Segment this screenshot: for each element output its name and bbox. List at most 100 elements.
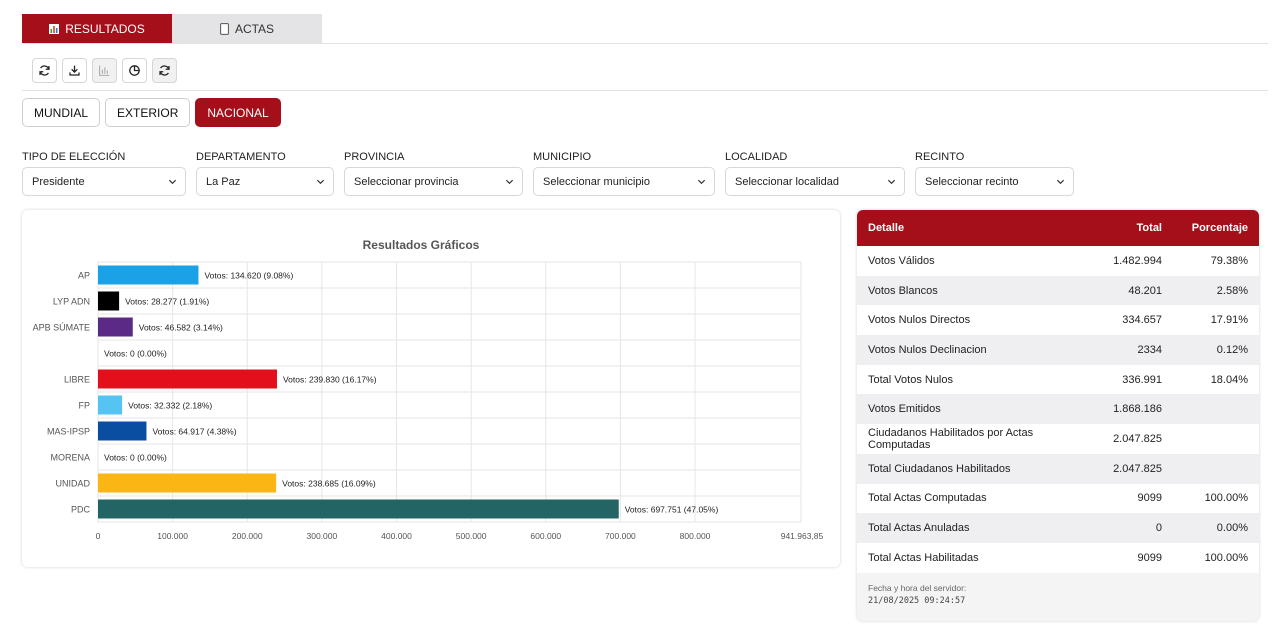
select-value: La Paz: [206, 175, 241, 188]
chevron-down-icon: [887, 179, 896, 185]
row-porcentaje: 18.04%: [1210, 373, 1248, 386]
tab-resultados[interactable]: RESULTADOS: [22, 14, 172, 43]
download-icon: [69, 65, 80, 76]
x-tick-label: 500.000: [456, 531, 487, 541]
recinto-select[interactable]: Seleccionar recinto: [915, 167, 1074, 196]
select-value: Seleccionar municipio: [543, 175, 650, 188]
table-row: Total Actas Anuladas 0 0.00%: [857, 513, 1259, 543]
tipo-eleccion-select[interactable]: Presidente: [22, 167, 186, 196]
toolbar-divider: [22, 90, 1268, 91]
reload-button[interactable]: [152, 58, 177, 83]
row-porcentaje: 0.12%: [1216, 343, 1248, 356]
departamento-select[interactable]: La Paz: [196, 167, 334, 196]
filter-recinto: RECINTO Seleccionar recinto: [915, 151, 1074, 196]
table-row: Votos Nulos Directos 334.657 17.91%: [857, 305, 1259, 336]
row-detalle: Total Actas Habilitadas: [868, 551, 979, 564]
row-total: 1.482.994: [1113, 254, 1162, 267]
row-porcentaje: 100.00%: [1204, 551, 1248, 564]
refresh-icon: [39, 65, 50, 76]
tab-actas[interactable]: ACTAS: [172, 14, 322, 43]
main-tabs: RESULTADOS ACTAS: [22, 14, 322, 43]
bar: [98, 499, 619, 519]
row-detalle: Votos Blancos: [868, 284, 938, 297]
data-label: Votos: 0 (0.00%): [104, 453, 167, 463]
refresh-icon: [159, 65, 170, 76]
pie-chart-icon: [129, 65, 140, 76]
filter-departamento: DEPARTAMENTO La Paz: [196, 151, 334, 196]
row-detalle: Votos Emitidos: [868, 403, 941, 416]
table-row: Total Actas Habilitadas 9099 100.00%: [857, 542, 1259, 573]
document-icon: [220, 22, 229, 35]
category-label: MAS-IPSP: [47, 427, 90, 437]
row-porcentaje: 79.38%: [1210, 254, 1248, 267]
chevron-down-icon: [168, 179, 177, 185]
results-chart-panel: Resultados Gráficos 0 100.000 200.000 300.0…: [22, 210, 840, 567]
tabs-divider: [22, 43, 1268, 44]
tab-resultados-label: RESULTADOS: [65, 21, 145, 36]
category-label: MORENA: [50, 453, 90, 463]
row-porcentaje: 2.58%: [1216, 284, 1248, 297]
filter-label: MUNICIPIO: [533, 151, 592, 163]
select-value: Presidente: [32, 175, 85, 188]
scope-mundial-button[interactable]: MUNDIAL: [22, 98, 101, 127]
bar: [98, 473, 277, 493]
localidad-select[interactable]: Seleccionar localidad: [725, 167, 905, 196]
category-label: LYP ADN: [53, 297, 90, 307]
data-label: Votos: 32.332 (2.18%): [128, 401, 212, 411]
bar-chart-button[interactable]: [92, 58, 117, 83]
download-button[interactable]: [62, 58, 87, 83]
table-header: Detalle Total Porcentaje: [857, 210, 1259, 246]
row-total: 336.991: [1122, 373, 1162, 386]
row-detalle: Votos Nulos Declinacion: [868, 343, 987, 356]
select-value: Seleccionar localidad: [735, 175, 839, 188]
bar-chart-icon: [49, 23, 60, 34]
header-total: Total: [1136, 222, 1162, 234]
refresh-button[interactable]: [32, 58, 57, 83]
chevron-down-icon: [697, 179, 706, 185]
row-total: 48.201: [1128, 284, 1162, 297]
tab-actas-label: ACTAS: [234, 21, 275, 36]
x-tick-label: 800.000: [680, 531, 711, 541]
table-row: Total Votos Nulos 336.991 18.04%: [857, 364, 1259, 395]
row-detalle: Total Votos Nulos: [868, 373, 953, 386]
row-porcentaje: 100.00%: [1204, 492, 1248, 505]
chevron-down-icon: [1056, 179, 1065, 185]
filter-tipo-eleccion: TIPO DE ELECCIÓN Presidente: [22, 151, 186, 196]
results-table-panel: Detalle Total Porcentaje Votos Válidos 1.…: [857, 210, 1259, 621]
municipio-select[interactable]: Seleccionar municipio: [533, 167, 715, 196]
scope-exterior-button[interactable]: EXTERIOR: [105, 98, 191, 127]
x-tick-label: 200.000: [232, 531, 263, 541]
x-tick-label: 400.000: [381, 531, 412, 541]
pie-chart-button[interactable]: [122, 58, 147, 83]
row-total: 1.868.186: [1113, 403, 1162, 416]
select-value: Seleccionar recinto: [925, 175, 1019, 188]
x-tick-label: 600.000: [530, 531, 561, 541]
category-label: LIBRE: [64, 375, 90, 385]
row-detalle: Votos Válidos: [868, 254, 935, 267]
bar: [98, 395, 123, 415]
row-total: 2334: [1137, 343, 1162, 356]
bar: [98, 317, 133, 337]
data-label: Votos: 64.917 (4.38%): [152, 427, 236, 437]
row-detalle: Total Ciudadanos Habilitados: [868, 462, 1011, 475]
provincia-select[interactable]: Seleccionar provincia: [344, 167, 523, 196]
results-bar-chart: Resultados Gráficos 0 100.000 200.000 300.0…: [33, 238, 824, 541]
select-value: Seleccionar provincia: [354, 175, 459, 188]
scope-nacional-button[interactable]: NACIONAL: [195, 98, 281, 127]
table-row: Votos Blancos 48.201 2.58%: [857, 275, 1259, 306]
bar: [98, 291, 120, 311]
bar: [98, 421, 147, 441]
filter-municipio: MUNICIPIO Seleccionar municipio: [533, 151, 715, 196]
chart-title: Resultados Gráficos: [363, 238, 480, 252]
toolbar: [32, 58, 177, 83]
chevron-down-icon: [316, 179, 325, 185]
filter-provincia: PROVINCIA Seleccionar provincia: [344, 151, 523, 196]
row-total: 9099: [1137, 551, 1162, 564]
row-detalle: Ciudadanos Habilitados por Actas Computa…: [868, 426, 1034, 451]
filter-label: TIPO DE ELECCIÓN: [22, 151, 126, 163]
bar: [98, 265, 199, 285]
data-label: Votos: 238.685 (16.09%): [282, 479, 376, 489]
x-tick-label: 700.000: [605, 531, 636, 541]
row-total: 2.047.825: [1113, 432, 1162, 445]
row-total: 334.657: [1122, 314, 1162, 327]
